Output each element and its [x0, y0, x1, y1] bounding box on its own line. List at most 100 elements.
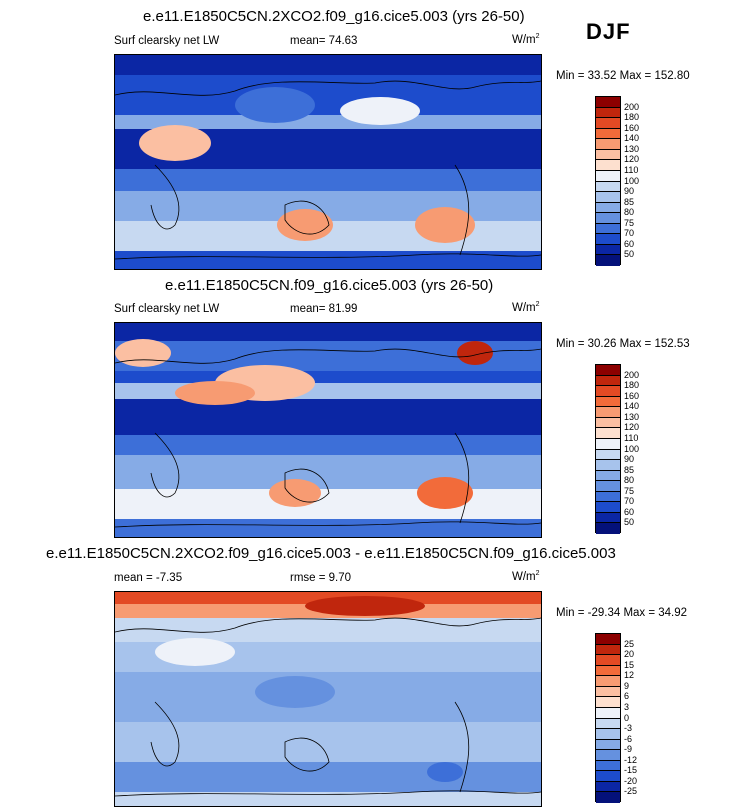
- panel2-units: W/m2: [512, 301, 540, 314]
- panel3-colorbar-swatch: [596, 697, 620, 708]
- panel1-colorbar-swatch: [596, 160, 620, 171]
- panel3-title: e.e11.E1850C5CN.2XCO2.f09_g16.cice5.003 …: [46, 545, 616, 562]
- panel1-colorbar-tick-label: 100: [624, 175, 640, 186]
- panel3-colorbar-tick-label: -25: [624, 786, 638, 797]
- panel1-colorbar-swatch: [596, 107, 620, 119]
- panel3-colorbar-swatch: [596, 655, 620, 666]
- panel3-colorbar: [595, 633, 621, 803]
- panel3-colorbar-tick-label: 25: [624, 638, 635, 649]
- panel3-map: [114, 591, 542, 807]
- panel2-colorbar-swatch: [596, 491, 620, 503]
- panel1-colorbar-tick-label: 85: [624, 196, 635, 207]
- panel2-minmax: Min = 30.26 Max = 152.53: [556, 338, 690, 350]
- panel2-colorbar-swatch: [596, 449, 620, 461]
- panel3-colorbar-tick-label: 9: [624, 680, 630, 691]
- panel2-variable-label: Surf clearsky net LW: [114, 303, 220, 315]
- panel1-colorbar-tick-label: 120: [624, 154, 640, 165]
- panel2-mean-label: mean= 81.99: [290, 303, 358, 315]
- panel3-colorbar-tick-label: -3: [624, 723, 633, 734]
- panel3-colorbar-swatch: [596, 760, 620, 772]
- panel2-colorbar-tick-label: 60: [624, 506, 635, 517]
- panel1-colorbar-tick-label: 110: [624, 164, 639, 175]
- panel3-mean-label: mean = -7.35: [114, 572, 183, 584]
- panel3-colorbar-tick-label: 6: [624, 691, 630, 702]
- panel3-colorbar-swatch: [596, 781, 620, 793]
- panel3-colorbar-swatch: [596, 739, 620, 751]
- panel1-colorbar-tick-label: 160: [624, 122, 640, 133]
- panel1-colorbar-swatch: [596, 149, 620, 161]
- panel2-colorbar-tick-label: 130: [624, 411, 640, 422]
- panel1-colorbar-swatch: [596, 192, 620, 203]
- panel2-colorbar-tick-label: 110: [624, 432, 639, 443]
- panel2-colorbar-swatch: [596, 396, 620, 408]
- panel2-colorbar-tick-label: 120: [624, 422, 640, 433]
- panel2-colorbar-swatch: [596, 438, 620, 450]
- panel3-colorbar-tick-label: -9: [624, 744, 633, 755]
- panel2-colorbar: [595, 364, 621, 534]
- panel1-map: [114, 54, 542, 270]
- panel3-colorbar-tick-label: -20: [624, 775, 638, 786]
- panel3-colorbar-tick-label: 0: [624, 712, 630, 723]
- panel3-colorbar-swatch: [596, 750, 620, 761]
- panel1-colorbar-swatch: [596, 255, 620, 266]
- panel1-mean-label: mean= 74.63: [290, 35, 358, 47]
- panel3-colorbar-swatch: [596, 634, 620, 645]
- panel1-colorbar-tick-label: 50: [624, 249, 635, 260]
- panel2-colorbar-swatch: [596, 460, 620, 471]
- panel3-rmse-label: rmse = 9.70: [290, 572, 352, 584]
- panel1-colorbar-swatch: [596, 234, 620, 245]
- panel2-colorbar-swatch: [596, 428, 620, 439]
- panel1-colorbar-swatch: [596, 118, 620, 129]
- panel2-colorbar-tick-label: 90: [624, 454, 635, 465]
- panel2-colorbar-tick-label: 80: [624, 475, 635, 486]
- season-label: DJF: [586, 19, 631, 44]
- panel2-colorbar-swatch: [596, 386, 620, 397]
- panel2-colorbar-tick-label: 70: [624, 496, 635, 507]
- panel3-colorbar-swatch: [596, 707, 620, 719]
- panel3-colorbar-swatch: [596, 771, 620, 782]
- panel1-colorbar-swatch: [596, 202, 620, 214]
- panel3-minmax: Min = -29.34 Max = 34.92: [556, 607, 688, 619]
- panel2-map: [114, 322, 542, 538]
- panel1-colorbar-tick-label: 180: [624, 112, 640, 123]
- panel2-colorbar-swatch: [596, 375, 620, 387]
- panel3-colorbar-swatch: [596, 686, 620, 698]
- panel2-colorbar-swatch: [596, 481, 620, 492]
- panel1-variable-label: Surf clearsky net LW: [114, 35, 220, 47]
- panel1-colorbar-tick-label: 140: [624, 133, 640, 144]
- panel2-title: e.e11.E1850C5CN.f09_g16.cice5.003 (yrs 2…: [165, 277, 494, 294]
- panel1-minmax: Min = 33.52 Max = 152.80: [556, 70, 690, 82]
- panel1-colorbar-swatch: [596, 244, 620, 256]
- panel3-colorbar-tick-label: 20: [624, 649, 635, 660]
- panel2-colorbar-tick-label: 160: [624, 390, 640, 401]
- panel2-colorbar-swatch: [596, 523, 620, 534]
- panel3-colorbar-tick-label: 3: [624, 701, 630, 712]
- panel2-colorbar-tick-label: 85: [624, 464, 635, 475]
- panel1-colorbar-swatch: [596, 213, 620, 224]
- panel1-colorbar-swatch: [596, 139, 620, 150]
- panel2-colorbar-tick-label: 180: [624, 380, 640, 391]
- panel2-colorbar-swatch: [596, 407, 620, 418]
- panel1-colorbar: [595, 96, 621, 266]
- panel2-colorbar-tick-label: 200: [624, 369, 640, 380]
- panel1-units: W/m2: [512, 33, 540, 46]
- panel3-colorbar-swatch: [596, 676, 620, 687]
- panel2-colorbar-swatch: [596, 417, 620, 429]
- panel3-colorbar-tick-label: 12: [624, 670, 635, 681]
- panel1-colorbar-swatch: [596, 223, 620, 235]
- panel2-colorbar-swatch: [596, 365, 620, 376]
- panel1-colorbar-tick-label: 60: [624, 238, 635, 249]
- panel2-colorbar-swatch: [596, 512, 620, 524]
- panel3-colorbar-tick-label: -15: [624, 765, 638, 776]
- panel2-colorbar-swatch: [596, 502, 620, 513]
- panel3-units: W/m2: [512, 570, 540, 583]
- panel2-colorbar-tick-label: 140: [624, 401, 640, 412]
- panel3-colorbar-swatch: [596, 792, 620, 803]
- panel1-colorbar-tick-label: 75: [624, 217, 635, 228]
- panel3-colorbar-swatch: [596, 644, 620, 656]
- panel2-colorbar-tick-label: 75: [624, 485, 635, 496]
- panel2-colorbar-swatch: [596, 470, 620, 482]
- panel3-colorbar-tick-label: -6: [624, 733, 633, 744]
- panel2-colorbar-tick-label: 100: [624, 443, 640, 454]
- panel1-colorbar-tick-label: 90: [624, 186, 635, 197]
